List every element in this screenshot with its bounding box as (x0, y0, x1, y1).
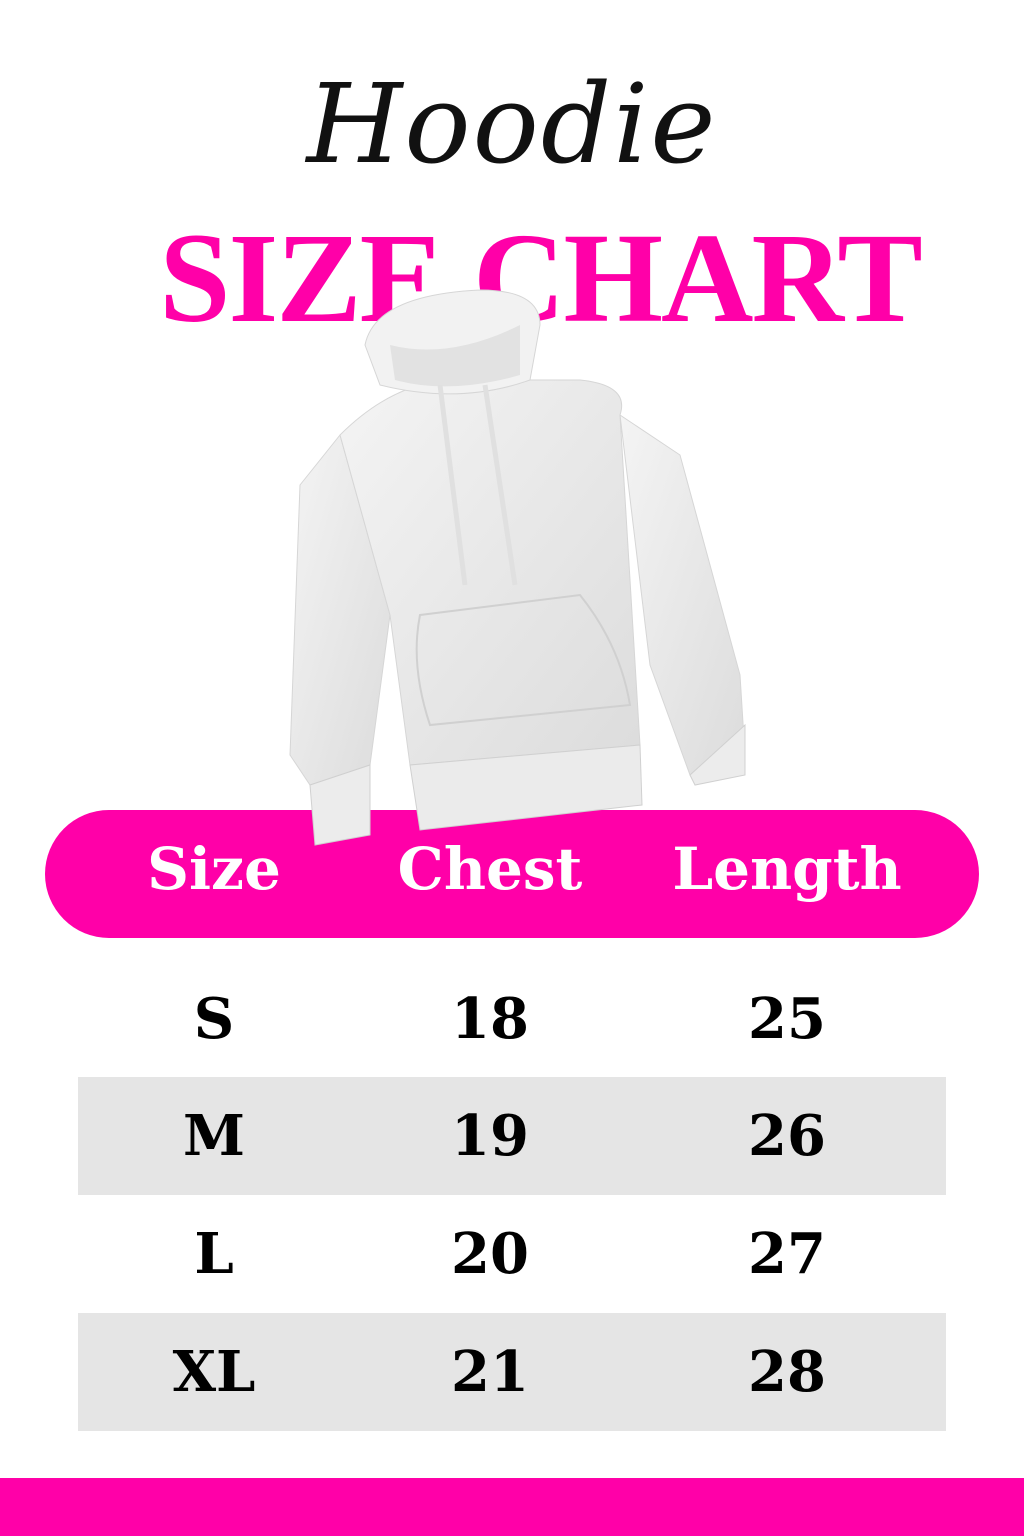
table-row: L 20 27 (78, 1195, 946, 1313)
table-row: M 19 26 (78, 1077, 946, 1195)
cell-length: 28 (748, 1339, 826, 1405)
table-row: XL 21 28 (78, 1313, 946, 1431)
column-header-length: Length (672, 835, 902, 903)
cell-length: 26 (748, 1103, 826, 1169)
script-title: Hoodie (306, 60, 718, 188)
cell-size: S (193, 986, 235, 1052)
column-header-size: Size (147, 835, 281, 903)
cell-length: 27 (748, 1221, 826, 1287)
cell-chest: 21 (451, 1339, 529, 1405)
footer-bar (0, 1478, 1024, 1536)
cell-chest: 19 (451, 1103, 529, 1169)
page-title: SIZE CHART (159, 207, 923, 349)
cell-size: XL (172, 1339, 256, 1405)
column-header-chest: Chest (397, 835, 583, 903)
cell-length: 25 (748, 986, 826, 1052)
cell-size: M (183, 1103, 245, 1169)
table-row: S 18 25 (78, 960, 946, 1078)
cell-chest: 20 (451, 1221, 529, 1287)
table-header-bar (45, 810, 979, 938)
hoodie-image (289, 289, 746, 846)
cell-size: L (194, 1221, 234, 1287)
cell-chest: 18 (451, 986, 529, 1052)
